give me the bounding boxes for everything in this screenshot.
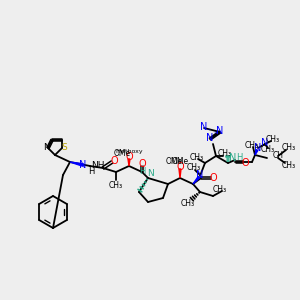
Text: N: N [216,126,224,136]
Text: H: H [236,154,242,163]
Polygon shape [70,162,83,166]
Text: CH₃: CH₃ [181,199,195,208]
Text: OMe: OMe [165,158,183,166]
Text: ⁺: ⁺ [214,130,218,139]
Text: H: H [139,167,145,176]
Text: H: H [88,167,94,176]
Text: N: N [206,133,214,143]
Polygon shape [255,150,258,155]
Polygon shape [193,176,200,184]
Text: CH: CH [272,151,284,160]
Text: CH₃: CH₃ [282,142,296,152]
Text: CH₃: CH₃ [266,134,280,143]
Text: CH₃: CH₃ [190,152,204,161]
Text: methoxy: methoxy [115,149,143,154]
Text: N: N [79,160,87,170]
Text: N: N [196,170,204,180]
Text: ⁻: ⁻ [206,127,210,136]
Text: N: N [261,138,269,148]
Polygon shape [128,159,130,166]
Text: O: O [241,158,249,168]
Text: O: O [209,173,217,183]
Text: O: O [138,159,146,169]
Text: CH₃: CH₃ [261,145,275,154]
Text: CH₃: CH₃ [218,148,232,158]
Text: N: N [147,169,153,178]
Text: O: O [125,152,133,162]
Text: CH₃: CH₃ [109,182,123,190]
Text: NH: NH [91,160,104,169]
Text: CH₃: CH₃ [213,184,227,194]
Text: S: S [61,143,67,152]
Text: CH₃: CH₃ [187,164,201,172]
Text: N: N [254,143,262,153]
Text: N: N [43,143,50,152]
Text: O: O [176,162,184,172]
Text: OMe: OMe [113,149,130,158]
Text: O: O [110,156,118,166]
Text: OMe: OMe [171,157,189,166]
Text: N: N [200,122,208,132]
Text: N: N [229,153,237,163]
Text: CH₃: CH₃ [282,160,296,169]
Text: CH₃: CH₃ [245,140,259,149]
Polygon shape [179,169,181,178]
